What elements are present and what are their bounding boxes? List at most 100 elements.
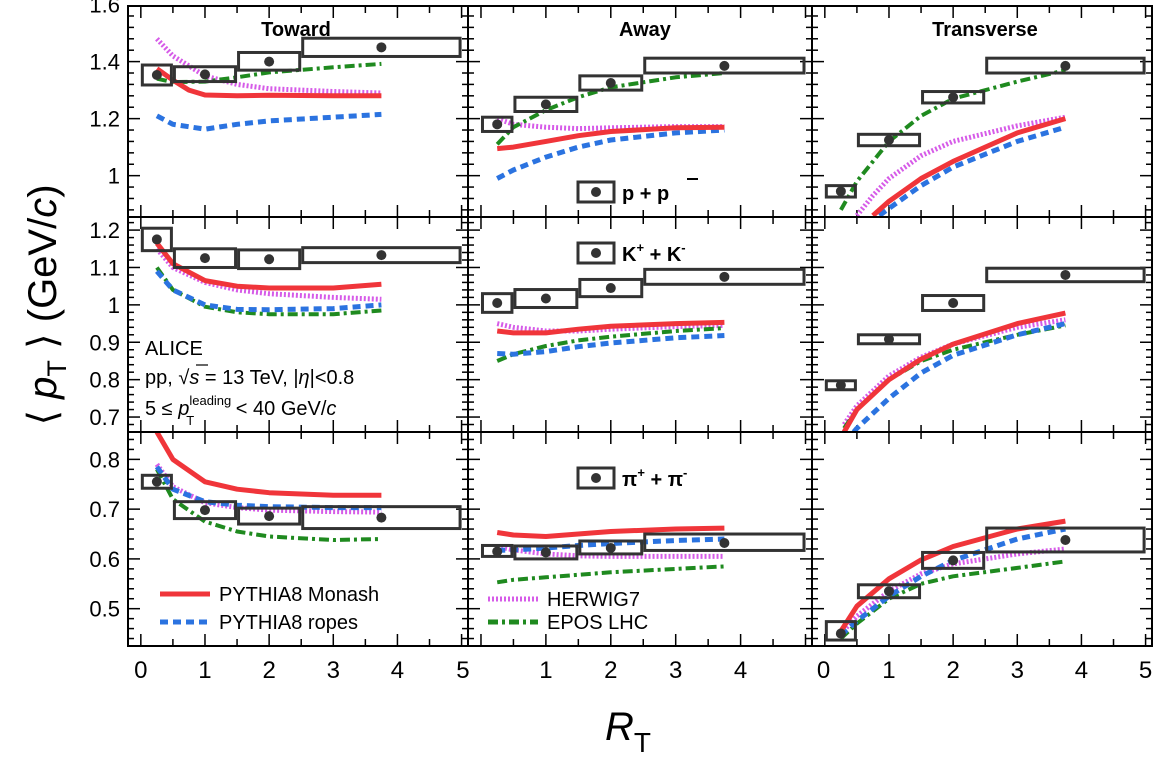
data-point: [835, 380, 846, 391]
x-tick-label: 5: [456, 657, 469, 684]
species-marker-dot: [591, 248, 601, 258]
data-point: [540, 293, 551, 304]
x-tick-label: 2: [946, 657, 959, 684]
curve-monash: [841, 310, 1066, 432]
curve-ropes: [497, 333, 725, 357]
syst-box: [513, 288, 579, 309]
curve-monash: [871, 116, 1067, 217]
data-points: [824, 526, 1146, 642]
data-point: [605, 283, 616, 294]
syst-box: [985, 266, 1146, 284]
model-curves: [154, 241, 382, 317]
syst-box: [985, 56, 1146, 75]
svg-text:p + p: p + p: [622, 183, 669, 205]
syst-box: [301, 505, 462, 531]
legend-label-herwig: HERWIG7: [547, 589, 640, 611]
syst-box: [643, 532, 806, 552]
syst-box: [824, 184, 857, 199]
curve-ropes: [496, 127, 725, 181]
data-point: [883, 334, 894, 345]
column-title-away: Away: [619, 19, 672, 41]
panel-transverse-1: [811, 216, 1153, 433]
annotation-trigger: 5 ≤ pleading T < 40 GeV/c: [145, 393, 336, 428]
species-label-pion: π+ + π-: [576, 465, 687, 491]
data-point: [376, 512, 387, 523]
curve-herwig: [854, 114, 1066, 217]
svg-text:π+ + π-: π+ + π-: [622, 465, 687, 491]
data-point: [540, 99, 551, 110]
curve-epos: [155, 468, 382, 542]
curve-herwig: [154, 462, 382, 515]
curve-epos: [155, 266, 382, 317]
panels: 1 1.2 1.4 1.6 0.7 0.8 0.9 1 1.1 1.2 0.5 0.6 0.7 0.8 0 1…: [89, 0, 1153, 684]
curve-herwig: [842, 317, 1066, 426]
model-curves: [838, 518, 1066, 640]
panel-frame: [811, 431, 1153, 647]
ticks: [468, 432, 812, 646]
syst-box: [237, 248, 302, 271]
syst-box: [172, 247, 238, 269]
data-point: [948, 298, 959, 308]
x-tick-label: 1: [198, 657, 211, 684]
annotation-system: pp, √s = 13 TeV, |η|<0.8: [145, 367, 354, 389]
x-tick-label: 5: [1139, 657, 1152, 684]
ticks: [128, 6, 468, 217]
experiment-annotation: ALICE pp, √s = 13 TeV, |η|<0.8 5 ≤ plead…: [145, 338, 354, 428]
panel-frame: [811, 216, 1153, 433]
curve-monash: [154, 432, 382, 498]
ticks: [812, 217, 1152, 433]
data-point: [835, 628, 846, 639]
y-tick-label: 0.9: [89, 330, 120, 355]
syst-box: [172, 65, 238, 84]
data-point: [835, 186, 846, 197]
svg-text:K+ + K-: K+ + K-: [622, 240, 686, 266]
panel-toward-2: [127, 431, 469, 647]
syst-box: [140, 226, 173, 253]
x-tick-label: 4: [1075, 657, 1088, 684]
ticks: [468, 217, 812, 433]
syst-box: [578, 74, 644, 92]
syst-box: [301, 246, 462, 265]
y-tick-label: 1.4: [89, 50, 120, 75]
panel-away-1: [467, 216, 813, 433]
data-point: [492, 546, 503, 557]
x-tick-label: 2: [262, 657, 275, 684]
data-point: [540, 547, 551, 558]
data-points: [824, 56, 1146, 199]
y-tick-label: 0.7: [89, 497, 120, 522]
syst-box: [824, 620, 857, 642]
data-point: [1060, 60, 1071, 71]
y-tick-label: 0.8: [89, 447, 120, 472]
curve-herwig: [839, 546, 1066, 636]
syst-box: [921, 90, 986, 105]
legend-label-monash: PYTHIA8 Monash: [219, 584, 379, 606]
panel-away-0: [467, 5, 813, 218]
data-point: [883, 135, 894, 146]
data-point: [1060, 534, 1071, 545]
data-point: [492, 119, 503, 130]
curve-epos: [842, 323, 1066, 430]
curve-herwig: [155, 247, 382, 302]
species-marker-dot: [591, 473, 601, 483]
syst-box: [172, 500, 238, 521]
y-tick-label: 1.2: [89, 107, 120, 132]
column-title-toward: Toward: [261, 19, 331, 41]
column-title-transverse: Transverse: [932, 19, 1038, 41]
curve-monash: [496, 124, 725, 152]
y-tick-label: 1: [108, 293, 120, 318]
syst-box: [643, 267, 806, 286]
data-point: [719, 271, 730, 282]
y-tick-label: 0.7: [89, 405, 120, 430]
syst-box: [856, 583, 922, 600]
panel-transverse-0: [811, 5, 1153, 218]
data-points: [480, 532, 806, 561]
species-label-kaon: K+ + K-: [576, 240, 686, 266]
data-point: [492, 298, 503, 308]
panel-toward-1: [127, 216, 469, 433]
curve-monash: [496, 525, 725, 539]
x-tick-label: 0: [134, 657, 147, 684]
species-marker-box: [576, 241, 616, 265]
data-point: [948, 555, 959, 566]
syst-box: [856, 132, 922, 148]
